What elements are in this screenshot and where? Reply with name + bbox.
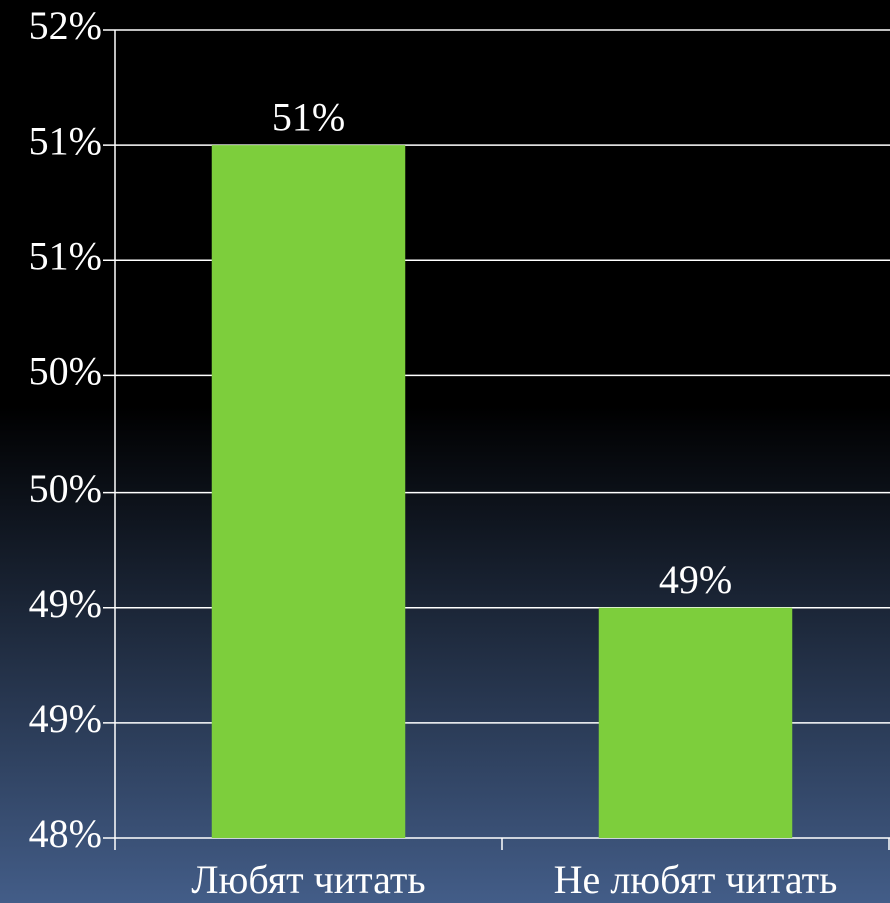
y-tick-label: 51% [29, 233, 102, 278]
x-tick-label: Любят читать [191, 857, 425, 902]
bar [598, 607, 793, 838]
y-tick-label: 49% [29, 581, 102, 626]
y-tick-label: 50% [29, 466, 102, 511]
data-label: 51% [272, 94, 345, 139]
bar [211, 145, 406, 838]
y-tick-label: 52% [29, 3, 102, 48]
y-tick-label: 49% [29, 696, 102, 741]
y-tick-label: 48% [29, 811, 102, 856]
y-tick-label: 50% [29, 349, 102, 394]
data-label: 49% [659, 557, 732, 602]
y-tick-label: 51% [29, 118, 102, 163]
x-tick-label: Не любят читать [554, 857, 838, 902]
